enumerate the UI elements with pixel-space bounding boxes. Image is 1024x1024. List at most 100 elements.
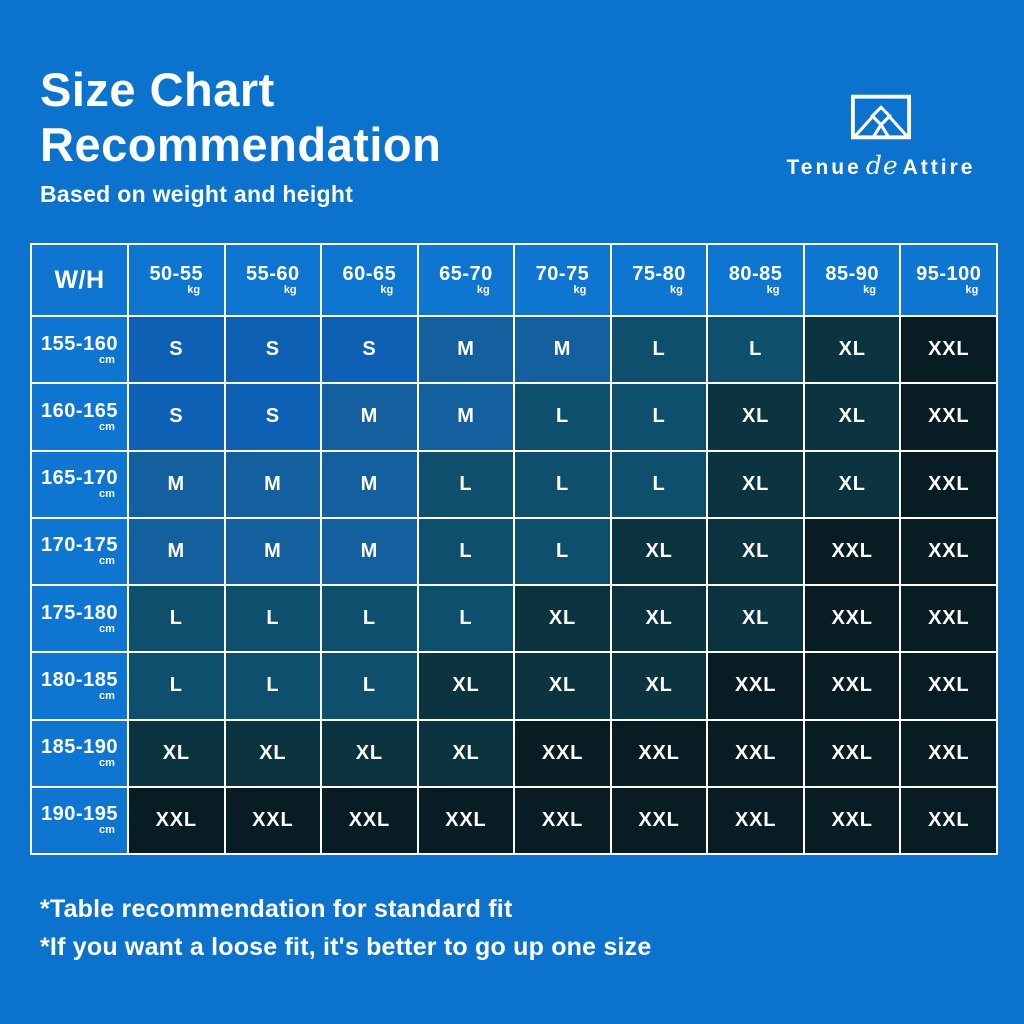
footnote-standard-fit: *Table recommendation for standard fit [40, 895, 513, 923]
size-cell-175-180-95-100: XXL [901, 586, 996, 652]
size-cell-165-170-65-70: L [418, 451, 514, 517]
size-cell-155-160-70-75: M [515, 317, 610, 383]
size-cell-170-175-85-90: XXL [804, 518, 900, 584]
size-cell-185-190-95-100: XXL [901, 720, 996, 786]
size-cell-175-180-50-55: L [129, 586, 224, 652]
brand-word-de: de [865, 151, 899, 180]
row-header-160-165: 160-165 cm [32, 384, 127, 450]
size-cell-175-180-85-90: XXL [804, 586, 900, 652]
size-cell-165-170-95-100: XXL [901, 451, 996, 517]
size-cell-155-160-50-55: S [129, 317, 224, 383]
row-header-190-195: 190-195 cm [32, 787, 127, 853]
size-cell-190-195-55-60: XXL [225, 787, 321, 853]
size-cell-175-180-80-85: XL [708, 586, 803, 652]
size-cell-185-190-70-75: XXL [515, 720, 610, 786]
size-cell-160-165-85-90: XL [804, 384, 900, 450]
size-cell-175-180-70-75: XL [515, 586, 610, 652]
size-cell-165-170-60-65: M [322, 451, 417, 517]
title-line-1: Size Chart [40, 63, 275, 116]
brand-name: Tenue de Attire [776, 151, 986, 180]
size-cell-155-160-60-65: S [322, 317, 417, 383]
size-cell-175-180-55-60: L [225, 586, 321, 652]
size-cell-160-165-70-75: L [515, 384, 610, 450]
brand-logo: Tenue de Attire [776, 93, 986, 180]
row-header-180-185: 180-185 cm [32, 653, 127, 719]
size-cell-190-195-75-80: XXL [611, 787, 707, 853]
brand-word-attire: Attire [902, 156, 976, 179]
column-header-70-75: 70-75 kg [515, 245, 610, 315]
size-cell-190-195-70-75: XXL [515, 787, 610, 853]
size-cell-180-185-60-65: L [322, 653, 417, 719]
size-cell-180-185-70-75: XL [515, 653, 610, 719]
size-cell-180-185-95-100: XXL [901, 653, 996, 719]
size-cell-175-180-65-70: L [418, 586, 514, 652]
size-cell-160-165-55-60: S [225, 384, 321, 450]
size-cell-180-185-80-85: XXL [708, 653, 803, 719]
size-cell-170-175-50-55: M [129, 518, 224, 584]
table-corner-label: W/H [32, 245, 127, 315]
column-header-50-55: 50-55 kg [129, 245, 224, 315]
size-cell-170-175-70-75: L [515, 518, 610, 584]
column-header-60-65: 60-65 kg [322, 245, 417, 315]
size-cell-170-175-65-70: L [418, 518, 514, 584]
size-cell-165-170-70-75: L [515, 451, 610, 517]
row-header-170-175: 170-175 cm [32, 518, 127, 584]
title-block: Size Chart Recommendation Based on weigh… [40, 62, 441, 208]
size-cell-185-190-75-80: XXL [611, 720, 707, 786]
size-cell-155-160-80-85: L [708, 317, 803, 383]
size-cell-185-190-55-60: XL [225, 720, 321, 786]
size-cell-165-170-80-85: XL [708, 451, 803, 517]
size-cell-165-170-50-55: M [129, 451, 224, 517]
size-cell-185-190-65-70: XL [418, 720, 514, 786]
row-header-155-160: 155-160 cm [32, 317, 127, 383]
size-cell-160-165-65-70: M [418, 384, 514, 450]
column-header-55-60: 55-60 kg [225, 245, 321, 315]
size-cell-175-180-75-80: XL [611, 586, 707, 652]
size-cell-165-170-55-60: M [225, 451, 321, 517]
mountain-frame-icon [850, 94, 912, 140]
size-cell-190-195-95-100: XXL [901, 787, 996, 853]
size-cell-185-190-80-85: XXL [708, 720, 803, 786]
size-cell-160-165-50-55: S [129, 384, 224, 450]
brand-word-tenue: Tenue [786, 156, 862, 179]
size-cell-175-180-60-65: L [322, 586, 417, 652]
size-cell-155-160-65-70: M [418, 317, 514, 383]
column-header-80-85: 80-85 kg [708, 245, 803, 315]
size-cell-160-165-80-85: XL [708, 384, 803, 450]
size-table: W/H 50-55 kg 55-60 kg 60-65 kg 65-70 kg 70-75 kg 75… [30, 243, 998, 855]
size-cell-180-185-75-80: XL [611, 653, 707, 719]
size-cell-170-175-80-85: XL [708, 518, 803, 584]
size-cell-155-160-75-80: L [611, 317, 707, 383]
size-cell-190-195-85-90: XXL [804, 787, 900, 853]
column-header-65-70: 65-70 kg [418, 245, 514, 315]
size-cell-180-185-85-90: XXL [804, 653, 900, 719]
row-header-185-190: 185-190 cm [32, 720, 127, 786]
size-cell-185-190-85-90: XXL [804, 720, 900, 786]
size-cell-155-160-85-90: XL [804, 317, 900, 383]
size-cell-170-175-55-60: M [225, 518, 321, 584]
size-cell-185-190-50-55: XL [129, 720, 224, 786]
size-cell-170-175-60-65: M [322, 518, 417, 584]
size-cell-190-195-65-70: XXL [418, 787, 514, 853]
size-cell-190-195-60-65: XXL [322, 787, 417, 853]
size-cell-180-185-55-60: L [225, 653, 321, 719]
size-cell-170-175-95-100: XXL [901, 518, 996, 584]
size-cell-165-170-75-80: L [611, 451, 707, 517]
size-cell-160-165-75-80: L [611, 384, 707, 450]
size-cell-160-165-95-100: XXL [901, 384, 996, 450]
size-cell-165-170-85-90: XL [804, 451, 900, 517]
column-header-85-90: 85-90 kg [804, 245, 900, 315]
size-cell-190-195-80-85: XXL [708, 787, 803, 853]
size-cell-180-185-65-70: XL [418, 653, 514, 719]
row-header-165-170: 165-170 cm [32, 451, 127, 517]
page-title: Size Chart Recommendation [40, 62, 441, 172]
title-line-2: Recommendation [40, 118, 442, 171]
size-cell-185-190-60-65: XL [322, 720, 417, 786]
size-cell-160-165-60-65: M [322, 384, 417, 450]
page-subtitle: Based on weight and height [40, 181, 354, 207]
size-cell-190-195-50-55: XXL [129, 787, 224, 853]
row-header-175-180: 175-180 cm [32, 586, 127, 652]
size-cell-180-185-50-55: L [129, 653, 224, 719]
size-cell-170-175-75-80: XL [611, 518, 707, 584]
